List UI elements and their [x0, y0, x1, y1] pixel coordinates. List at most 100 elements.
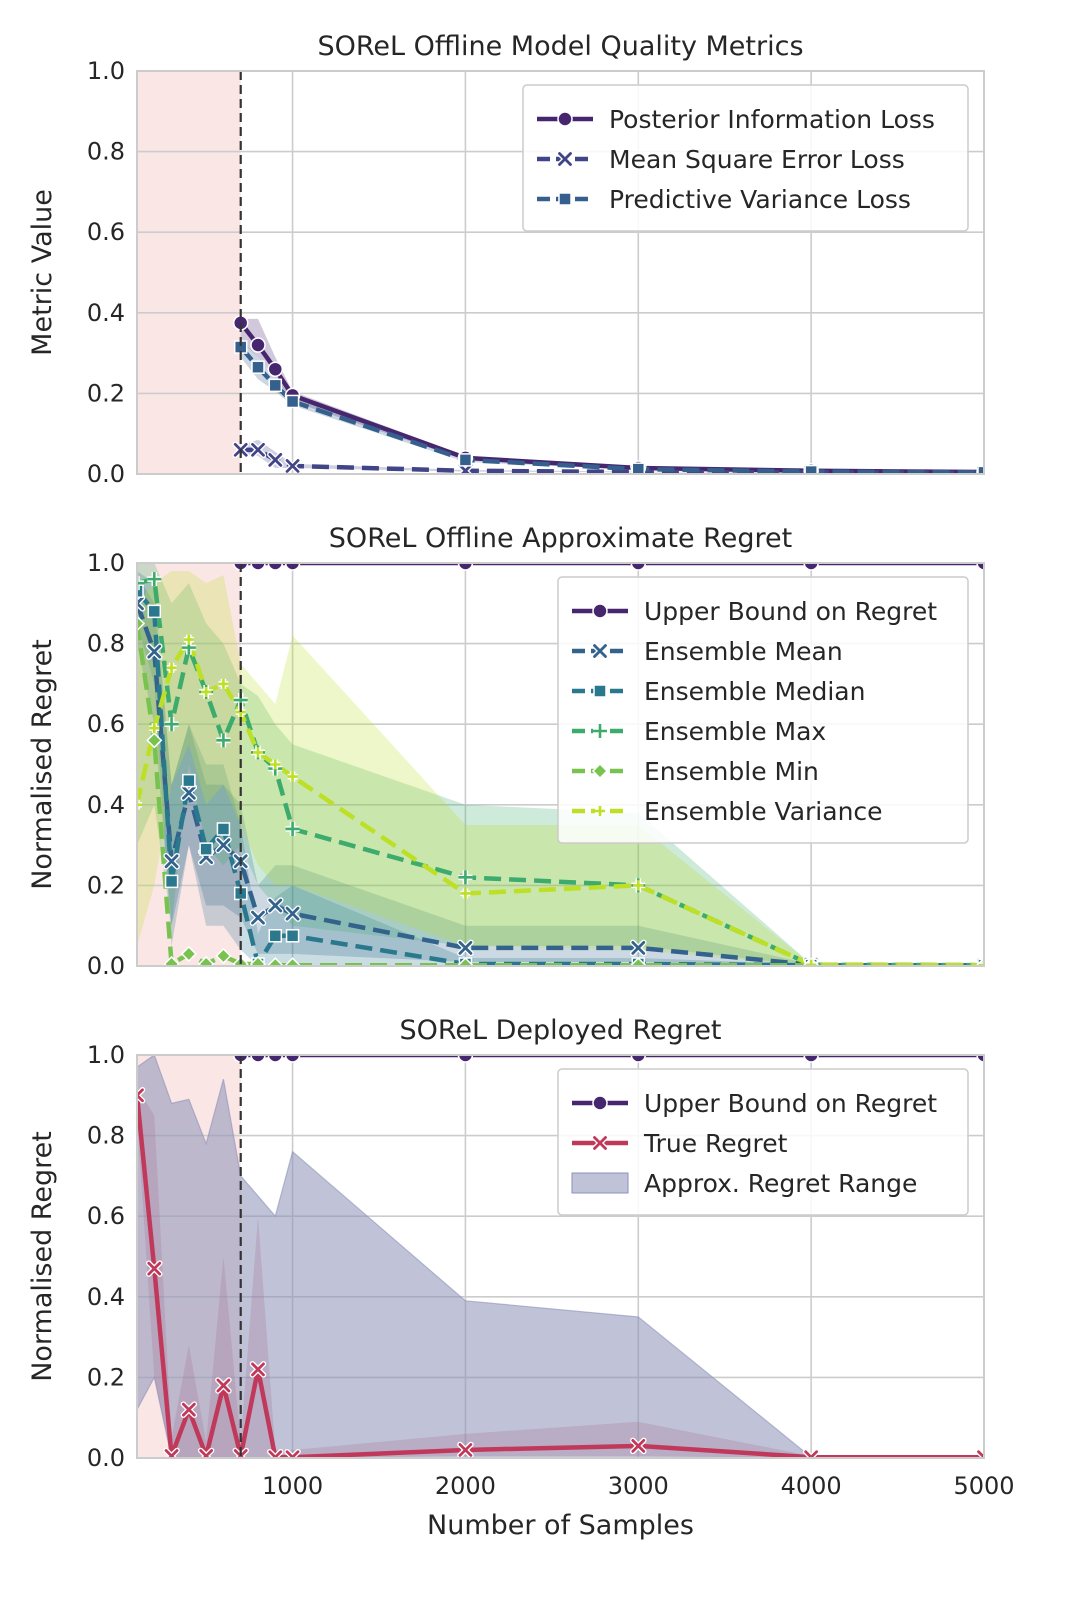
y-tick-label: 0.6 — [87, 1202, 125, 1230]
legend-marker — [558, 192, 572, 206]
shaded-region — [137, 563, 241, 966]
legend-marker — [595, 806, 605, 816]
axes-frame — [136, 70, 985, 475]
legend-label: Posterior Information Loss — [609, 105, 935, 134]
data-point — [458, 453, 473, 467]
data-point — [285, 821, 300, 836]
series-band-0 — [240, 318, 984, 473]
y-tick-label: 0.2 — [87, 1363, 125, 1391]
y-tick-label: 1.0 — [87, 57, 125, 85]
data-point — [976, 563, 984, 571]
series-line-0 — [238, 321, 984, 474]
data-point — [287, 771, 298, 782]
data-point — [201, 686, 212, 697]
legend: Posterior Information Loss Mean Square Er… — [522, 84, 969, 232]
legend-swatch — [571, 1172, 629, 1194]
legend-label: True Regret — [643, 1129, 788, 1158]
data-point — [216, 838, 231, 852]
legend-marker — [557, 111, 573, 127]
legend-label: Mean Square Error Loss — [609, 145, 905, 174]
data-point — [164, 1449, 179, 1458]
series-line-3 — [137, 576, 984, 966]
legend-box — [557, 1068, 969, 1216]
legend: Upper Bound on Regret Ensemble Mean Ensemb… — [557, 576, 969, 844]
data-point — [137, 799, 142, 810]
legend-box — [557, 576, 969, 844]
data-point — [804, 464, 818, 474]
data-point — [166, 662, 177, 673]
data-point — [458, 870, 473, 885]
shaded-region — [137, 71, 241, 474]
y-axis-label: Metric Value — [27, 189, 58, 356]
y-tick-label: 0.8 — [87, 138, 125, 166]
data-point — [268, 378, 283, 393]
data-point — [268, 929, 283, 943]
panel-1: 0.0 0.2 0.4 0.6 0.8 1.0 SOReL Offline Model Qu… — [27, 31, 985, 488]
data-point — [182, 773, 196, 788]
data-point — [147, 572, 162, 587]
data-point — [977, 1450, 984, 1458]
y-tick-label: 1.0 — [87, 549, 125, 577]
series-line-1 — [137, 1095, 984, 1458]
data-point — [181, 1402, 196, 1417]
data-point — [284, 1055, 301, 1063]
legend-marker — [593, 724, 607, 738]
legend-marker — [558, 152, 572, 166]
y-tick-label: 0.4 — [87, 1283, 125, 1311]
legend: Upper Bound on Regret True Regret Approx. … — [557, 1068, 969, 1216]
y-tick-label: 0.4 — [87, 299, 125, 327]
data-point — [268, 898, 283, 913]
data-point — [164, 874, 179, 889]
data-point — [147, 644, 162, 659]
axes-frame — [136, 1054, 985, 1459]
data-point — [137, 1088, 144, 1103]
y-tick-label: 0.0 — [87, 1444, 125, 1472]
axes-frame — [136, 562, 985, 967]
data-point — [285, 394, 300, 409]
series-line-5 — [137, 637, 984, 966]
data-point — [267, 1055, 284, 1063]
legend-marker — [593, 1136, 607, 1150]
y-axis-label: Normalised Regret — [27, 1131, 58, 1382]
data-point — [251, 1362, 265, 1377]
data-point — [803, 563, 819, 571]
legend-label: Ensemble Max — [644, 717, 826, 746]
y-tick-label: 1.0 — [87, 1041, 125, 1069]
legend-label: Ensemble Median — [644, 677, 865, 706]
data-point — [198, 955, 215, 966]
y-tick-label: 0.6 — [87, 710, 125, 738]
data-point — [250, 563, 266, 571]
data-point — [284, 563, 301, 571]
x-tick-label: 2000 — [435, 1472, 496, 1500]
data-point — [251, 910, 265, 925]
data-point — [630, 1055, 647, 1063]
series-band-2 — [240, 338, 984, 473]
data-point — [285, 929, 300, 943]
y-tick-label: 0.4 — [87, 791, 125, 819]
data-point — [457, 957, 474, 966]
panel-3: 0.0 0.2 0.4 0.6 0.8 1.0 SOReL Deployed Regret N… — [27, 1015, 1015, 1541]
series-line-1 — [137, 602, 984, 966]
data-point — [250, 1055, 266, 1063]
legend-label: Upper Bound on Regret — [644, 597, 937, 626]
data-point — [164, 717, 179, 732]
data-point — [163, 955, 180, 966]
data-point — [976, 1055, 984, 1063]
y-tick-label: 0.2 — [87, 379, 125, 407]
data-point — [458, 1443, 473, 1457]
data-point — [631, 1439, 646, 1453]
data-point — [284, 957, 301, 966]
data-point — [268, 452, 283, 467]
x-tick-label: 1000 — [262, 1472, 323, 1500]
data-point — [285, 906, 300, 921]
data-point — [633, 880, 644, 891]
legend-label: Upper Bound on Regret — [644, 1089, 937, 1118]
panel-title: SOReL Deployed Regret — [399, 1015, 721, 1046]
data-point — [147, 1261, 162, 1276]
data-point — [199, 1449, 214, 1458]
data-point — [199, 842, 213, 856]
data-point — [806, 959, 817, 966]
data-point — [250, 337, 266, 353]
legend-label: Ensemble Mean — [644, 637, 843, 666]
